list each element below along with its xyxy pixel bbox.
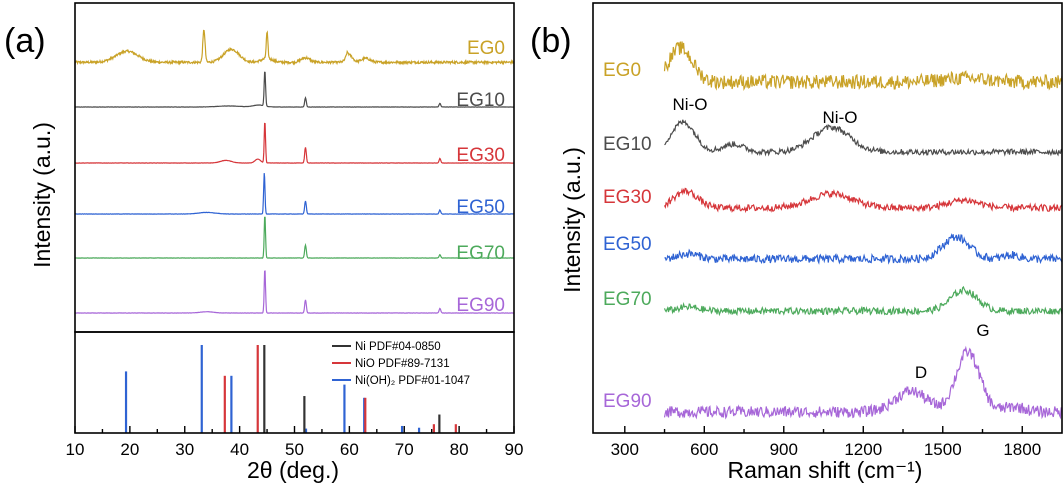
- b-tick-label-1800: 1800: [1003, 440, 1041, 459]
- panel-a-tick-labels: 10 20 30 40 50 60 70 80 90: [66, 440, 524, 459]
- a-tick-label-40: 40: [230, 440, 249, 459]
- raman-label-eg50: EG50: [603, 234, 652, 255]
- raman-curve-eg0: [663, 41, 1063, 92]
- legend-label-1: NiO PDF#89-7131: [355, 358, 450, 370]
- panel-a-upper-frame: [74, 2, 515, 333]
- xrd-label-eg90: EG90: [456, 295, 505, 316]
- xrd-curve-eg10: [74, 71, 515, 108]
- annotation-ni-o-1: Ni-O: [673, 95, 708, 114]
- raman-label-eg70: EG70: [603, 289, 652, 310]
- raman-label-eg30: EG30: [603, 187, 652, 208]
- raman-curve-eg70: [663, 285, 1063, 317]
- panel-b-annotations: Ni-O Ni-O D G: [673, 95, 990, 382]
- a-tick-label-20: 20: [120, 440, 139, 459]
- panel-a: (a) Intensity (a.u.) 2θ (deg.) 10 20 30 40 5…: [4, 2, 524, 483]
- b-tick-label-300: 300: [611, 440, 639, 459]
- panel-b-tick-labels: 300 600 900 1200 1500 1800: [611, 440, 1042, 459]
- annotation-g-band: G: [976, 321, 989, 340]
- panel-b-xlabel: Raman shift (cm⁻¹): [728, 457, 923, 483]
- a-tick-label-30: 30: [175, 440, 194, 459]
- xrd-label-eg70: EG70: [456, 243, 505, 264]
- b-tick-label-900: 900: [770, 440, 798, 459]
- b-tick-label-600: 600: [690, 440, 718, 459]
- legend-label-0: Ni PDF#04-0850: [355, 341, 441, 353]
- panel-b: (b) Intensity (a.u.) Raman shift (cm⁻¹) …: [530, 2, 1063, 483]
- raman-curve-eg10: [664, 119, 1063, 157]
- a-tick-label-10: 10: [66, 440, 85, 459]
- b-tick-label-1500: 1500: [924, 440, 962, 459]
- xrd-label-eg10: EG10: [456, 90, 505, 111]
- panel-b-ylabel: Intensity (a.u.): [559, 147, 585, 293]
- annotation-ni-o-2: Ni-O: [823, 108, 858, 127]
- xrd-curve-eg90: [74, 270, 514, 314]
- panel-b-label: (b): [530, 22, 572, 60]
- raman-label-eg0: EG0: [603, 60, 641, 81]
- raman-curve-eg30: [663, 187, 1063, 214]
- a-tick-label-80: 80: [450, 440, 469, 459]
- xrd-curve-eg70: [74, 216, 515, 259]
- panel-b-curves: [663, 41, 1063, 420]
- xrd-curve-eg50: [74, 173, 515, 215]
- panel-a-reference-lines: [124, 345, 457, 433]
- a-tick-label-70: 70: [395, 440, 414, 459]
- b-tick-label-1200: 1200: [844, 440, 882, 459]
- raman-label-eg10: EG10: [603, 134, 652, 155]
- panel-b-frame: [592, 2, 1063, 434]
- panel-a-ticks: [74, 426, 515, 433]
- raman-curve-eg50: [664, 232, 1063, 265]
- xrd-label-eg50: EG50: [456, 197, 505, 218]
- panel-a-series-labels: EG0 EG10 EG30 EG50 EG70 EG90: [456, 38, 505, 316]
- panel-b-series-labels: EG0 EG10 EG30 EG50 EG70 EG90: [603, 60, 652, 412]
- raman-curve-eg90: [663, 345, 1063, 420]
- a-tick-label-60: 60: [340, 440, 359, 459]
- a-tick-label-90: 90: [505, 440, 524, 459]
- panel-a-legend: Ni PDF#04-0850 NiO PDF#89-7131 Ni(OH)₂ PDF…: [332, 341, 470, 387]
- xrd-label-eg30: EG30: [456, 145, 505, 166]
- panel-a-label: (a): [4, 22, 46, 60]
- xrd-curve-eg0: [74, 29, 515, 66]
- legend-label-2: Ni(OH)₂ PDF#01-1047: [355, 375, 470, 387]
- raman-label-eg90: EG90: [603, 391, 652, 412]
- xrd-label-eg0: EG0: [467, 38, 505, 59]
- annotation-d-band: D: [915, 363, 927, 382]
- a-tick-label-50: 50: [285, 440, 304, 459]
- panel-b-ticks: [624, 426, 1023, 433]
- panel-a-curves: [74, 29, 515, 314]
- panel-a-xlabel: 2θ (deg.): [247, 457, 339, 483]
- xrd-curve-eg30: [75, 122, 514, 164]
- panel-a-ylabel: Intensity (a.u.): [29, 122, 55, 268]
